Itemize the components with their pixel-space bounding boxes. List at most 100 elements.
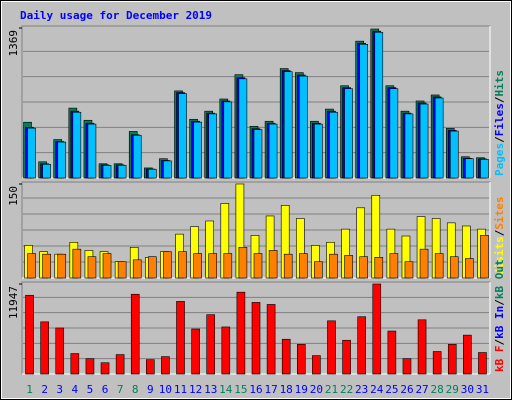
- bar: [298, 75, 308, 179]
- x-tick-label: 30: [461, 383, 474, 396]
- bar: [117, 164, 127, 179]
- bar: [72, 248, 82, 279]
- bar: [432, 351, 442, 375]
- x-tick-label: 18: [280, 383, 293, 396]
- bar: [57, 253, 67, 279]
- legend-entry: Hits: [493, 70, 506, 97]
- bar: [117, 261, 127, 279]
- bar: [434, 253, 444, 279]
- bar: [296, 344, 306, 375]
- bar: [87, 123, 97, 179]
- bar: [40, 321, 49, 375]
- bar: [266, 304, 276, 375]
- legend: Visits/Sites: [493, 197, 506, 277]
- bar: [25, 294, 34, 375]
- bar: [55, 327, 65, 375]
- bar: [465, 258, 474, 279]
- bar: [329, 253, 338, 279]
- bar: [281, 338, 291, 375]
- x-tick-label: 12: [189, 383, 202, 396]
- x-tick-label: 21: [325, 383, 338, 396]
- bar: [193, 253, 202, 279]
- bar: [238, 78, 248, 179]
- bar: [193, 121, 202, 179]
- x-tick-label: 8: [132, 383, 139, 396]
- bar: [372, 283, 382, 375]
- bar: [42, 164, 51, 179]
- bar: [344, 88, 353, 179]
- y-tick-label: 1369: [7, 30, 20, 57]
- bar: [327, 320, 336, 375]
- bar: [146, 359, 155, 375]
- bar: [253, 129, 263, 179]
- legend-separator: /: [493, 299, 506, 306]
- bar: [283, 253, 293, 279]
- bar: [102, 253, 112, 279]
- bar: [359, 256, 368, 279]
- x-tick-label: 25: [385, 383, 398, 396]
- x-tick-label: 2: [41, 383, 48, 396]
- bar: [191, 328, 200, 375]
- x-tick-label: 7: [117, 383, 124, 396]
- y-tick-label: 11947: [7, 286, 20, 319]
- bar: [478, 352, 487, 375]
- legend-entry: Visits: [493, 236, 506, 276]
- legend-separator: /: [493, 136, 506, 143]
- bar: [132, 134, 142, 179]
- x-tick-label: 5: [87, 383, 94, 396]
- x-tick-label: 11: [174, 383, 187, 396]
- x-tick-label: 9: [147, 383, 154, 396]
- x-tick-label: 6: [102, 383, 109, 396]
- legend-separator: /: [493, 339, 506, 346]
- bar: [314, 123, 323, 179]
- x-tick-label: 28: [431, 383, 444, 396]
- bar: [434, 97, 444, 179]
- x-tick-label: 31: [476, 383, 489, 396]
- bar: [223, 253, 233, 279]
- x-tick-label: 14: [219, 383, 233, 396]
- y-tick-label: 150: [7, 186, 20, 206]
- x-tick-label: 24: [370, 383, 384, 396]
- legend: Pages/Files/Hits: [493, 70, 506, 176]
- x-tick-label: 1: [26, 383, 33, 396]
- bar: [208, 113, 218, 179]
- bar: [417, 319, 427, 375]
- bar: [251, 302, 261, 375]
- bar: [359, 44, 368, 179]
- x-tick-label: 4: [72, 383, 79, 396]
- bar: [344, 255, 353, 279]
- bar: [387, 330, 397, 375]
- bar: [57, 141, 67, 179]
- bar: [268, 123, 278, 179]
- bar: [238, 246, 248, 279]
- bar: [148, 168, 157, 179]
- bar: [206, 314, 216, 375]
- bar: [42, 253, 51, 279]
- bar: [163, 251, 172, 279]
- bar: [298, 253, 308, 279]
- chart-title: Daily usage for December 2019: [20, 9, 212, 22]
- legend: kB F/kB In/kB Out: [493, 259, 506, 372]
- bar: [130, 293, 140, 375]
- bar: [480, 159, 489, 179]
- bar: [253, 253, 263, 279]
- legend-separator: /: [493, 96, 506, 103]
- bar: [404, 113, 414, 179]
- bar: [268, 250, 278, 279]
- bar: [87, 256, 97, 279]
- x-tick-label: 23: [355, 383, 368, 396]
- bar: [447, 344, 457, 375]
- bar: [449, 256, 459, 279]
- bar: [132, 259, 142, 279]
- bar: [357, 316, 366, 375]
- x-tick-label: 3: [56, 383, 63, 396]
- x-tick-label: 27: [415, 383, 428, 396]
- x-tick-label: 29: [446, 383, 459, 396]
- bar: [463, 334, 472, 375]
- bar: [449, 130, 459, 179]
- bar: [236, 291, 246, 375]
- x-tick-label: 22: [340, 383, 353, 396]
- bar: [176, 301, 185, 375]
